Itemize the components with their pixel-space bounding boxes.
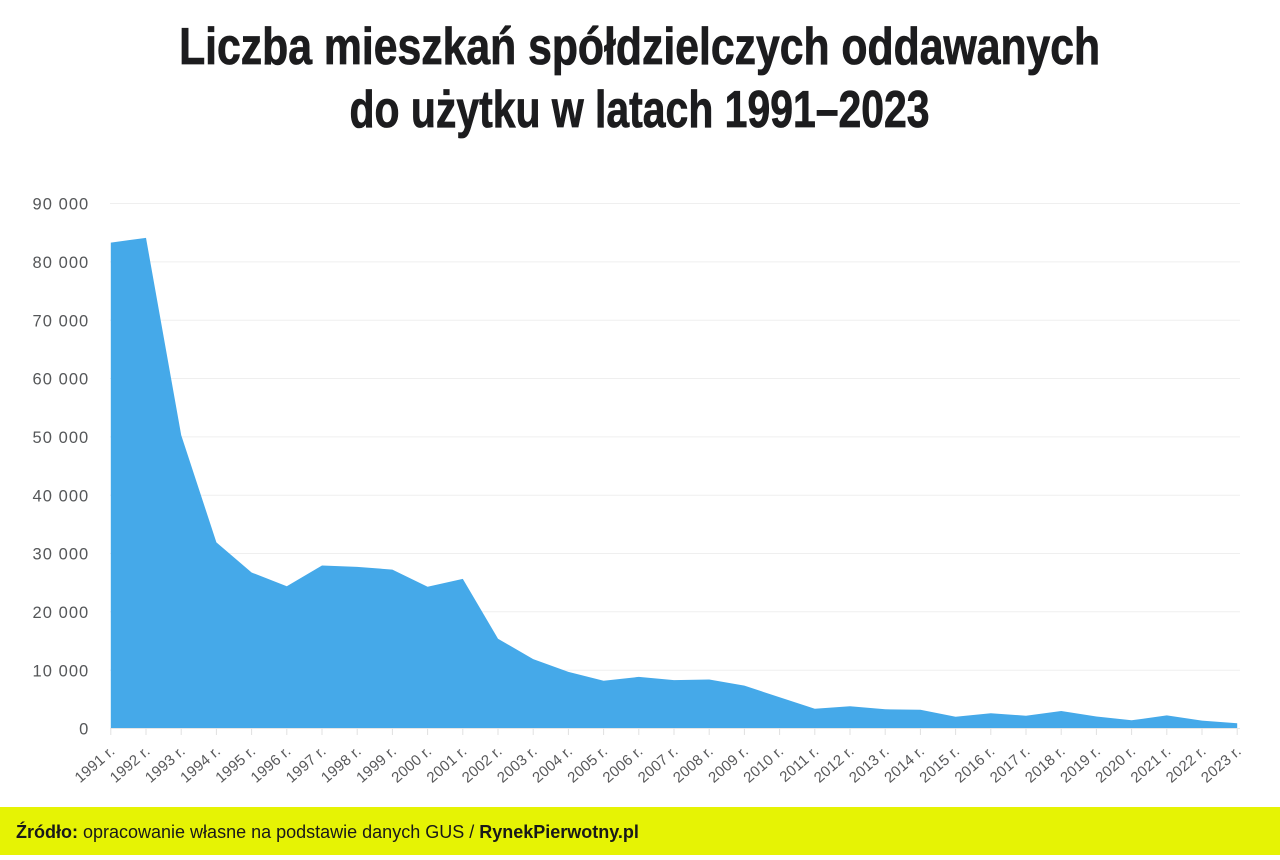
svg-text:50 000: 50 000: [33, 429, 90, 447]
svg-text:70 000: 70 000: [33, 312, 90, 330]
svg-text:90 000: 90 000: [33, 196, 90, 214]
svg-text:20 000: 20 000: [33, 604, 90, 622]
svg-text:0: 0: [79, 721, 89, 739]
svg-text:80 000: 80 000: [33, 254, 90, 272]
svg-text:2010 r.: 2010 r.: [740, 743, 787, 787]
svg-text:40 000: 40 000: [33, 487, 90, 505]
svg-text:10 000: 10 000: [33, 662, 90, 680]
svg-text:60 000: 60 000: [33, 371, 90, 389]
svg-text:30 000: 30 000: [33, 546, 90, 564]
svg-text:2023 r.: 2023 r.: [1198, 743, 1245, 787]
